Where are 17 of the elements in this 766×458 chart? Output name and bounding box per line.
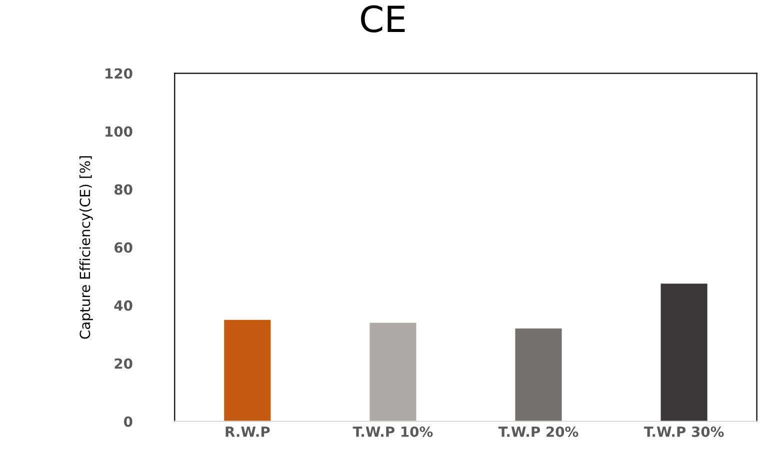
x-tick-label: T.W.P 10% — [352, 426, 433, 437]
bar — [515, 328, 562, 422]
y-axis-title: Capture Efficiency(CE) [%] — [79, 156, 93, 339]
x-tick-label: R.W.P — [226, 426, 270, 437]
y-tick-label: 100 — [106, 126, 132, 137]
x-tick-label: T.W.P 20% — [498, 426, 578, 437]
bar — [224, 320, 271, 422]
bar — [660, 284, 708, 422]
y-tick-label: 60 — [114, 242, 132, 253]
y-tick-label: 20 — [114, 358, 132, 369]
chart-title: CE — [361, 5, 405, 33]
bar — [370, 322, 416, 422]
y-tick-label: 120 — [106, 68, 132, 79]
y-tick-label: 40 — [114, 300, 132, 311]
y-tick-label: 0 — [124, 416, 132, 427]
x-tick-label: T.W.P 30% — [644, 426, 724, 437]
y-tick-label: 80 — [114, 184, 132, 195]
